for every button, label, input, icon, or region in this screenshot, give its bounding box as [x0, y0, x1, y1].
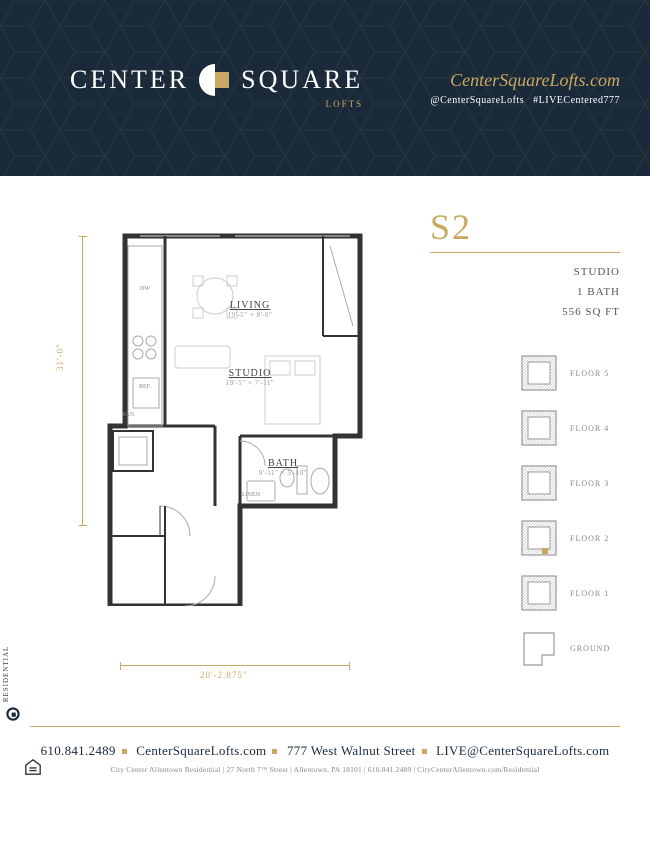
cc-residential-logo: CITY CENTER ALLENTOWN RESIDENTIAL: [0, 646, 10, 703]
dimension-horizontal: [120, 665, 350, 666]
room-label: BATH9'-11" × 5'-10": [259, 458, 308, 477]
footer: CITY CENTER ALLENTOWN RESIDENTIAL 610.84…: [0, 727, 650, 788]
cc-icon: [6, 707, 20, 721]
floor-row: FLOOR 4: [518, 407, 620, 449]
floor-plan: LIVING19'-5" × 8'-6" STUDIO19'-5" × 7'-11…: [105, 226, 375, 606]
logo-sub: LOFTS: [326, 99, 364, 109]
floor-label: FLOOR 2: [570, 534, 620, 543]
floor-row: FLOOR 1: [518, 572, 620, 614]
floor-row: FLOOR 5: [518, 352, 620, 394]
unit-info: S2 STUDIO 1 BATH 556 SQ FT FLOOR 5FLOOR …: [420, 206, 620, 716]
floor-thumb-icon: [518, 407, 560, 449]
floor-row: FLOOR 3: [518, 462, 620, 504]
header: CENTER SQUARE LOFTS CenterSquareLofts.co…: [0, 0, 650, 176]
dimension-vertical: [82, 236, 83, 526]
floor-thumb-icon: [518, 572, 560, 614]
phone: 610.841.2489: [41, 743, 116, 758]
address: 777 West Walnut Street: [287, 743, 416, 758]
main-content: 31'-0" 20'-2.875": [0, 176, 650, 726]
room-label: STUDIO19'-5" × 7'-11": [226, 368, 275, 387]
appliance-label: LINEN: [242, 492, 260, 498]
fine-print: City Center Allentown Residential | 27 N…: [30, 765, 620, 774]
floor-thumb-icon: [518, 517, 560, 559]
logo-word-2: SQUARE: [241, 65, 363, 94]
floor-thumb-icon: [518, 352, 560, 394]
footer-web: CenterSquareLofts.com: [136, 743, 266, 758]
floor-label: GROUND: [570, 644, 620, 653]
header-right: CenterSquareLofts.com @CenterSquareLofts…: [430, 70, 620, 106]
appliance-label: REF.: [139, 384, 151, 390]
floor-list: FLOOR 5 FLOOR 4 FLOOR 3 FLOOR 2 FLOOR 1 GROUN…: [430, 352, 620, 669]
website-url: CenterSquareLofts.com: [430, 70, 620, 91]
floor-row: GROUND: [518, 627, 620, 669]
appliance-label: PAN.: [123, 412, 136, 418]
email: LIVE@CenterSquareLofts.com: [436, 743, 609, 758]
floor-thumb-icon: [518, 627, 560, 669]
logo-word-1: CENTER: [70, 65, 189, 95]
floor-row: FLOOR 2: [518, 517, 620, 559]
contact-line: 610.841.2489 CenterSquareLofts.com 777 W…: [30, 743, 620, 759]
logo: CENTER SQUARE LOFTS: [70, 60, 363, 100]
logo-mark-icon: [195, 60, 235, 100]
room-label: LIVING19'-5" × 8'-6": [228, 300, 273, 319]
appliance-label: DW: [140, 286, 150, 292]
equal-housing-icon: [24, 758, 42, 776]
floor-plan-svg: [105, 226, 375, 606]
floor-plan-area: 31'-0" 20'-2.875": [30, 206, 420, 716]
unit-code: S2: [430, 206, 620, 253]
social-line: @CenterSquareLofts #LIVECentered777: [430, 95, 620, 106]
floor-label: FLOOR 1: [570, 589, 620, 598]
unit-specs: STUDIO 1 BATH 556 SQ FT: [430, 263, 620, 322]
floor-thumb-icon: [518, 462, 560, 504]
dim-width-label: 20'-2.875": [200, 670, 248, 680]
floor-label: FLOOR 4: [570, 424, 620, 433]
floor-label: FLOOR 5: [570, 369, 620, 378]
dim-height-label: 31'-0": [55, 343, 65, 371]
floor-label: FLOOR 3: [570, 479, 620, 488]
